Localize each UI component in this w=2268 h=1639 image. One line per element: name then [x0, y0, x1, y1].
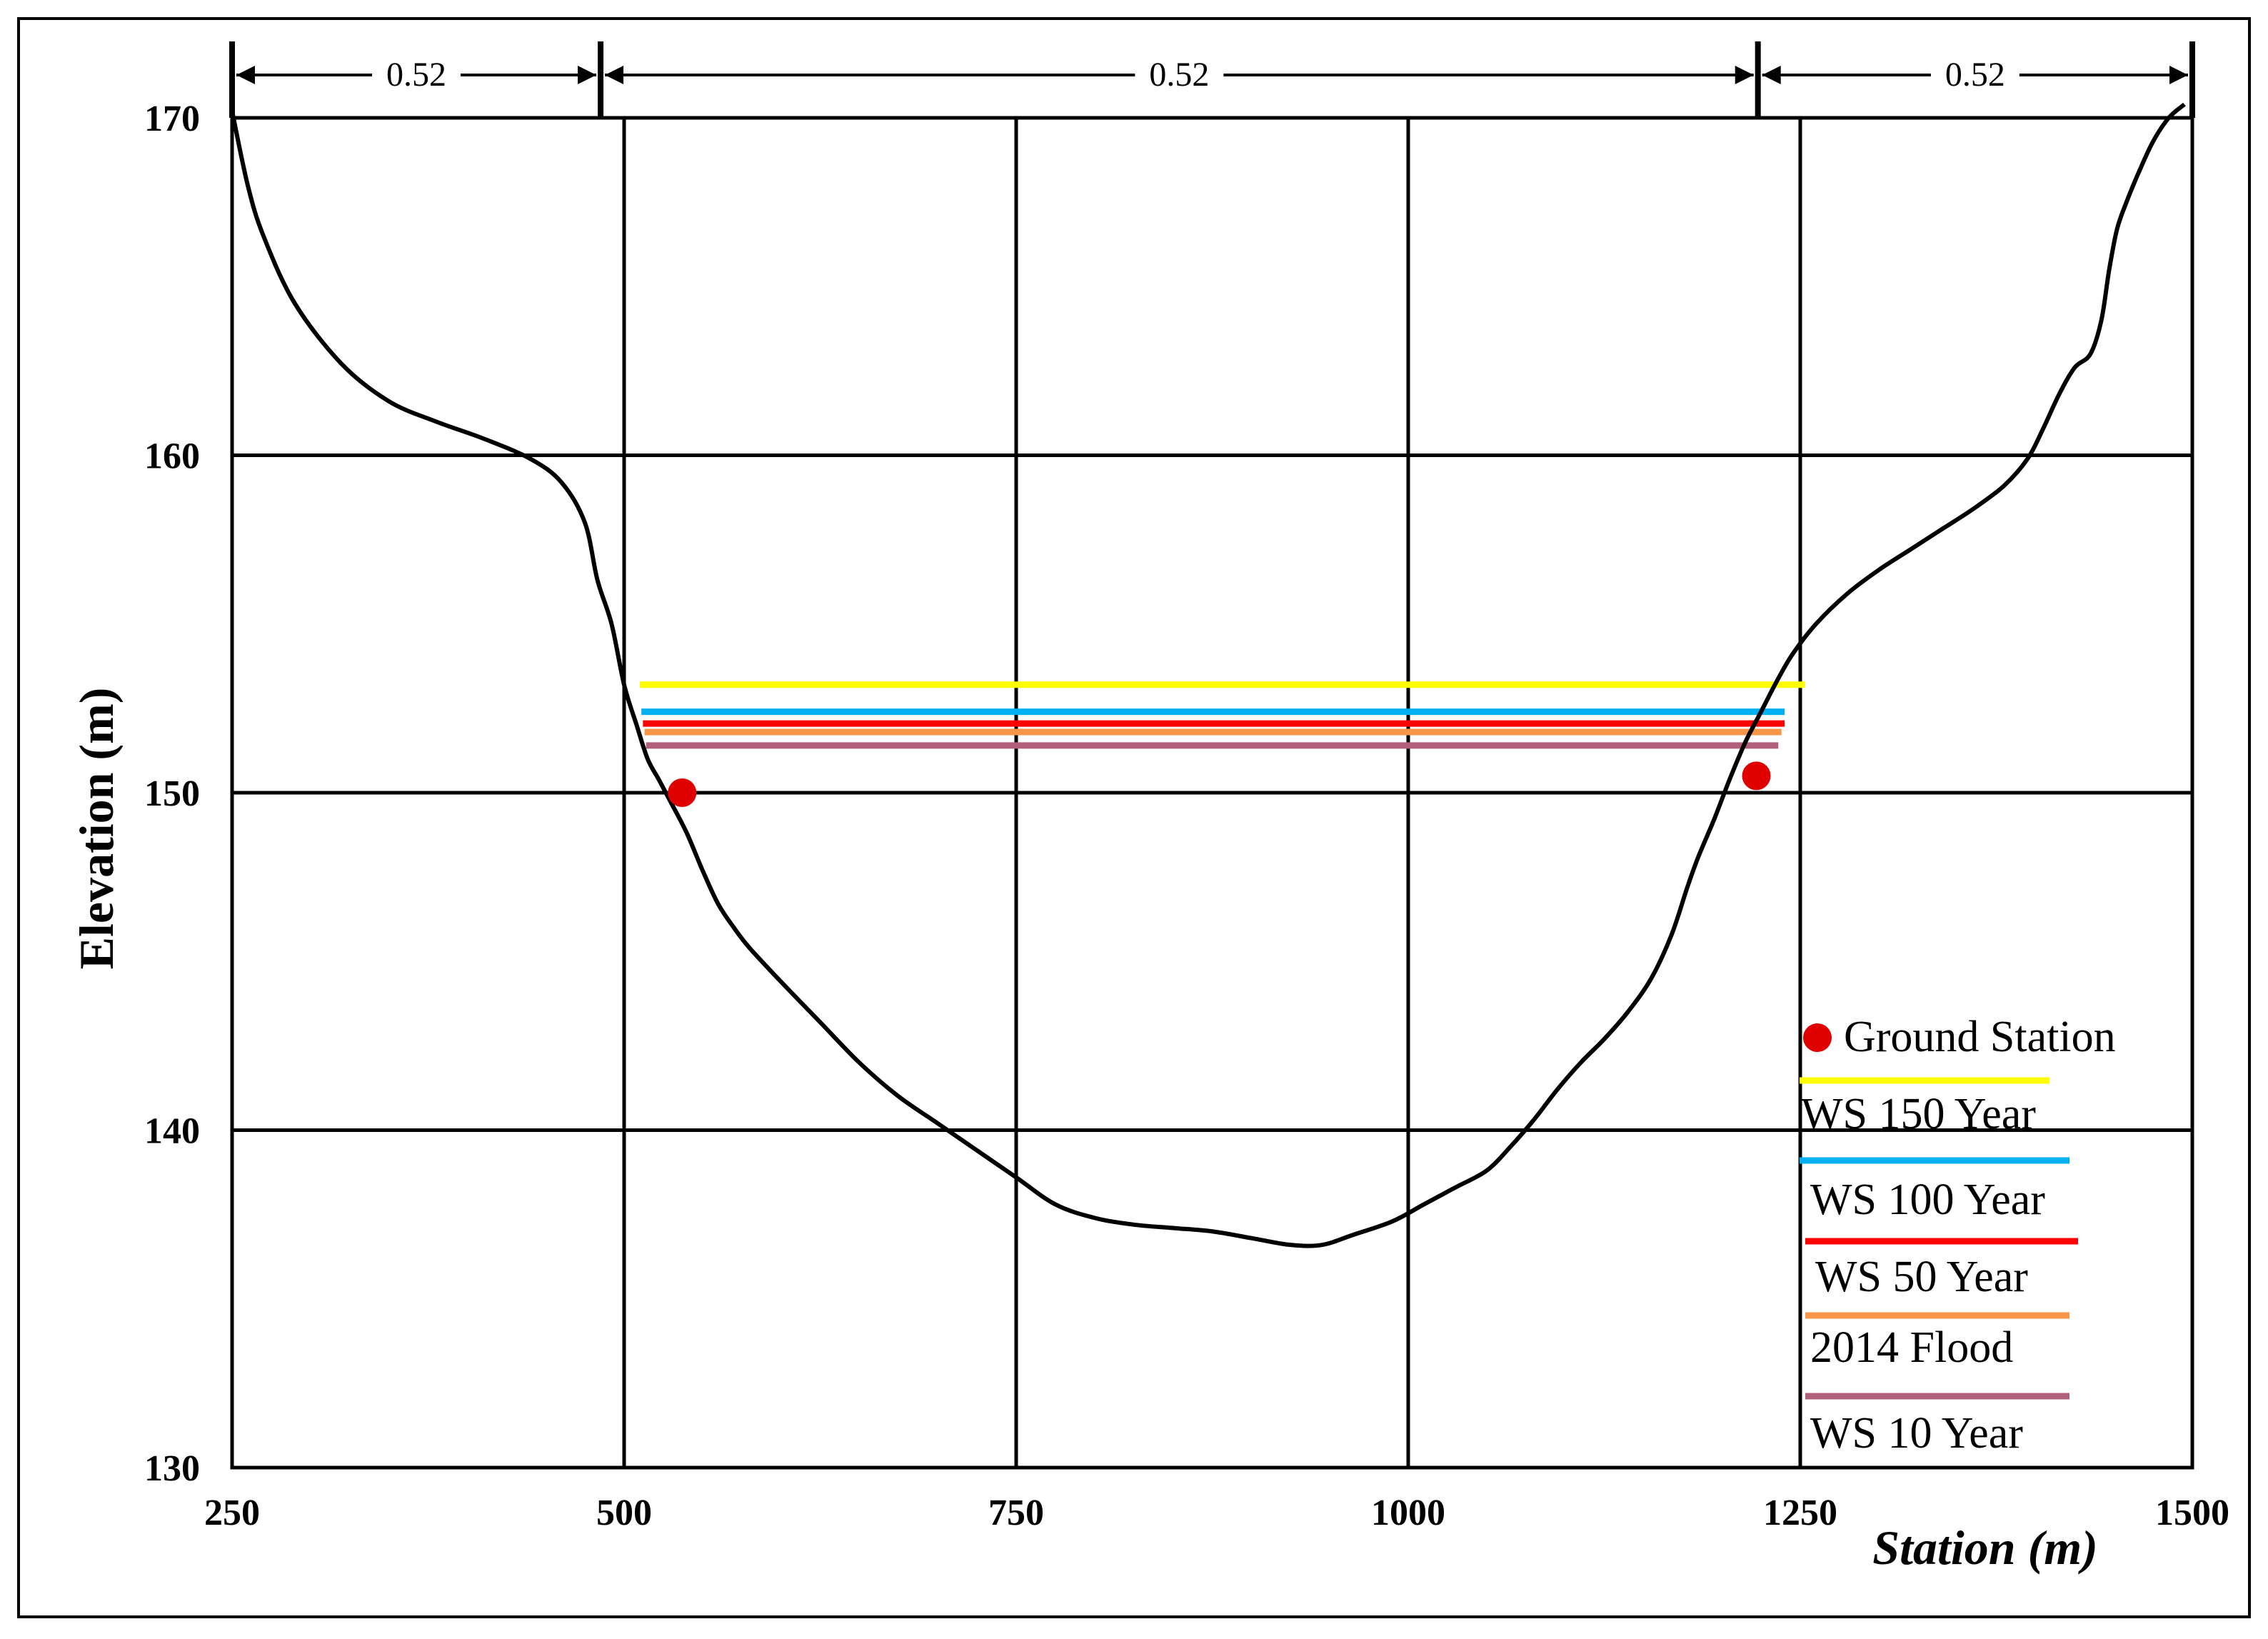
y-tick-label: 130 [144, 1448, 200, 1489]
x-tick-label: 1250 [1763, 1493, 1837, 1533]
legend-ground-station-label: Ground Station [1844, 1013, 2116, 1061]
grid [232, 118, 2192, 1468]
y-tick-label: 150 [144, 773, 200, 814]
legend: Ground Station WS 150 Year WS 100 Year WS 5… [1800, 1013, 2116, 1458]
ground-station-point [668, 778, 697, 807]
manning-n-value: 0.52 [386, 56, 446, 94]
water-surface-lines [639, 681, 1805, 749]
y-tick-label: 140 [144, 1111, 200, 1152]
manning-arrowhead-left [1762, 66, 1781, 84]
legend-series-label: 2014 Flood [1810, 1323, 2013, 1372]
plot-area-frame [230, 116, 2194, 1470]
manning-arrowhead-left [236, 66, 255, 84]
figure-border [17, 17, 2251, 1618]
ground-station-markers [668, 761, 1771, 807]
x-tick-label: 1500 [2155, 1493, 2229, 1533]
legend-ground-station-marker [1803, 1023, 1832, 1052]
x-tick-label: 750 [988, 1493, 1044, 1533]
legend-series-label: WS 150 Year [1801, 1090, 2036, 1138]
manning-arrowhead-right [578, 66, 597, 84]
manning-n-value: 0.52 [1945, 56, 2005, 94]
axis-ticks: 250 500 750 1000 1250 1500 130 140 150 160 170 [144, 99, 2229, 1533]
y-axis-label: Elevation (m) [69, 688, 124, 970]
manning-arrowhead-right [1735, 66, 1754, 84]
y-tick-label: 160 [144, 436, 200, 477]
y-tick-label: 170 [144, 99, 200, 139]
ground-station-point [1742, 761, 1771, 791]
legend-series-label: WS 100 Year [1810, 1176, 2045, 1224]
manning-n-value: 0.52 [1149, 56, 1209, 94]
manning-arrowhead-right [2169, 66, 2188, 84]
x-tick-label: 1000 [1371, 1493, 1445, 1533]
legend-series-label: WS 50 Year [1815, 1253, 2028, 1301]
ground-profile-line [230, 102, 2186, 1248]
x-tick-label: 250 [204, 1493, 260, 1533]
manning-n-annotations: 0.52 0.52 0.52 [229, 41, 2195, 118]
x-tick-label: 500 [596, 1493, 652, 1533]
legend-series-label: WS 10 Year [1810, 1409, 2023, 1458]
x-axis-label: Station (m) [1872, 1520, 2098, 1575]
manning-arrowhead-left [605, 66, 624, 84]
